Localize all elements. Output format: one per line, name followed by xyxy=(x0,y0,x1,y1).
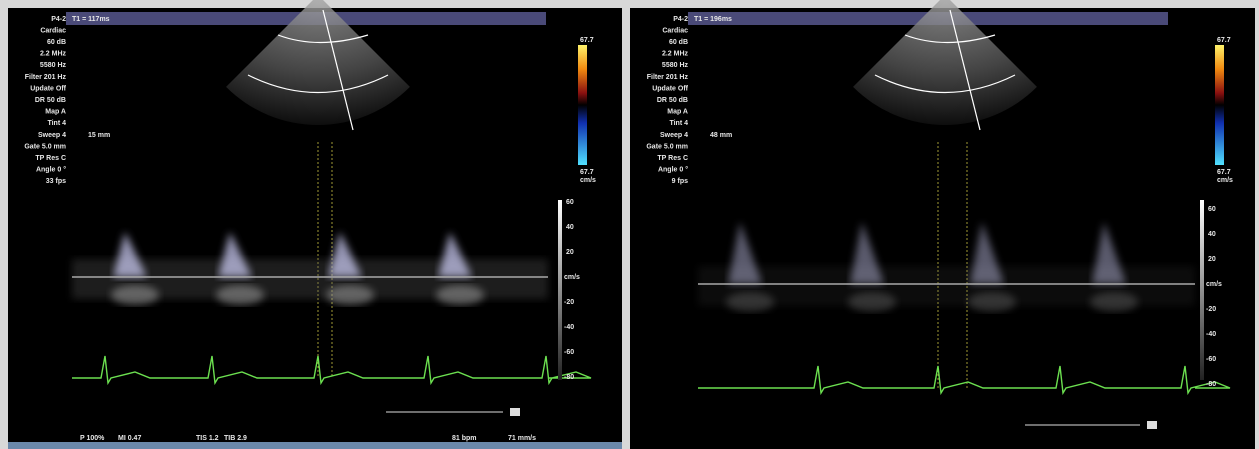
color-bar xyxy=(1215,45,1224,165)
velocity-tick: -20 xyxy=(1206,306,1216,313)
roi-box xyxy=(247,34,389,93)
velocity-tick: 40 xyxy=(566,224,574,231)
setting: Cardiac xyxy=(662,27,688,34)
spectrum-reflection xyxy=(216,285,264,305)
spectrum-peak xyxy=(113,232,147,277)
setting: Update Off xyxy=(30,85,66,92)
cursor-line xyxy=(949,9,981,131)
footer-item: TIB 2.9 xyxy=(224,435,247,442)
setting: DR 50 dB xyxy=(35,97,66,104)
velocity-tick: 20 xyxy=(566,249,574,256)
setting: DR 50 dB xyxy=(657,97,688,104)
setting: Sweep 4 xyxy=(38,132,66,139)
spectrum-reflection xyxy=(1090,292,1138,312)
velocity-unit: cm/s xyxy=(1206,281,1222,288)
setting: 5580 Hz xyxy=(662,62,689,69)
sweep-box xyxy=(1147,421,1157,429)
spectrum-reflection xyxy=(326,285,374,305)
setting: Gate 5.0 mm xyxy=(646,143,688,150)
velocity-tick: -60 xyxy=(1206,356,1216,363)
color-scale-top: 67.7 xyxy=(580,37,594,44)
velocity-tick: 60 xyxy=(566,199,574,206)
spectrum-reflection xyxy=(726,292,774,312)
setting: 60 dB xyxy=(47,39,66,46)
velocity-tick: -80 xyxy=(564,374,574,381)
footer-item: 81 bpm xyxy=(452,435,477,442)
header: T1 = 117ms xyxy=(72,16,110,23)
setting: Angle 0 ° xyxy=(658,166,688,174)
velocity-tick: -40 xyxy=(1206,331,1216,338)
setting: 9 fps xyxy=(672,178,688,185)
spectrum-peak xyxy=(438,232,472,277)
setting: 33 fps xyxy=(46,178,66,185)
footer-item: TIS 1.2 xyxy=(196,435,219,442)
setting: 2.2 MHz xyxy=(40,51,67,58)
setting: 60 dB xyxy=(669,39,688,46)
setting: TP Res C xyxy=(657,155,688,162)
setting: Tint 4 xyxy=(47,120,66,127)
setting: Filter 201 Hz xyxy=(647,74,689,81)
setting: 5580 Hz xyxy=(40,62,67,69)
spectrum-reflection xyxy=(436,285,484,305)
spectrum-peak xyxy=(218,232,252,277)
velocity-tick: -20 xyxy=(564,299,574,306)
gray-bar xyxy=(1200,200,1204,380)
sector-image xyxy=(853,0,1037,125)
sweep-box xyxy=(510,408,520,416)
setting: Map A xyxy=(667,109,688,116)
panel-footer-bar xyxy=(8,442,622,449)
setting: Filter 201 Hz xyxy=(25,74,67,81)
velocity-tick: -60 xyxy=(564,349,574,356)
spectrum-peak xyxy=(850,222,884,284)
setting: Sweep 4 xyxy=(660,132,688,139)
setting: Cardiac xyxy=(40,27,66,34)
setting: Angle 0 ° xyxy=(36,166,66,174)
color-scale-unit: cm/s xyxy=(580,177,596,184)
color-scale-bottom: 67.7 xyxy=(1217,169,1231,176)
setting: P4-2 xyxy=(673,16,688,23)
ecg-trace xyxy=(698,365,1231,396)
roi-box xyxy=(874,34,1016,93)
spectrum-reflection xyxy=(848,292,896,312)
cursor-line xyxy=(322,9,354,131)
setting: Gate 5.0 mm xyxy=(24,143,66,150)
color-scale-top: 67.7 xyxy=(1217,37,1231,44)
color-bar xyxy=(578,45,587,165)
spectrum-peak xyxy=(728,222,762,284)
setting: Map A xyxy=(45,109,66,116)
footer-item: P 100% xyxy=(80,435,105,442)
color-scale-unit: cm/s xyxy=(1217,177,1233,184)
depth: 15 mm xyxy=(88,132,110,139)
velocity-tick: -40 xyxy=(564,324,574,331)
spectrum-reflection xyxy=(968,292,1016,312)
depth: 48 mm xyxy=(710,132,732,139)
gray-bar xyxy=(558,200,562,380)
spectrum-peak xyxy=(1092,222,1126,284)
setting: Tint 4 xyxy=(669,120,688,127)
spectrum-peak xyxy=(328,232,362,277)
footer-item: 71 mm/s xyxy=(508,435,536,442)
setting: TP Res C xyxy=(35,155,66,162)
setting: P4-2 xyxy=(51,16,66,23)
ecg-trace xyxy=(72,355,592,386)
spectrum-reflection xyxy=(111,285,159,305)
velocity-tick: -80 xyxy=(1206,381,1216,388)
header: T1 = 196ms xyxy=(694,16,732,23)
velocity-unit: cm/s xyxy=(564,274,580,281)
velocity-tick: 40 xyxy=(1208,231,1216,238)
spectrum-peak xyxy=(970,222,1004,284)
color-scale-bottom: 67.7 xyxy=(580,169,594,176)
sector-image xyxy=(226,0,410,126)
velocity-tick: 60 xyxy=(1208,206,1216,213)
footer-item: MI 0.47 xyxy=(118,435,141,442)
setting: Update Off xyxy=(652,85,688,92)
setting: 2.2 MHz xyxy=(662,51,689,58)
velocity-tick: 20 xyxy=(1208,256,1216,263)
